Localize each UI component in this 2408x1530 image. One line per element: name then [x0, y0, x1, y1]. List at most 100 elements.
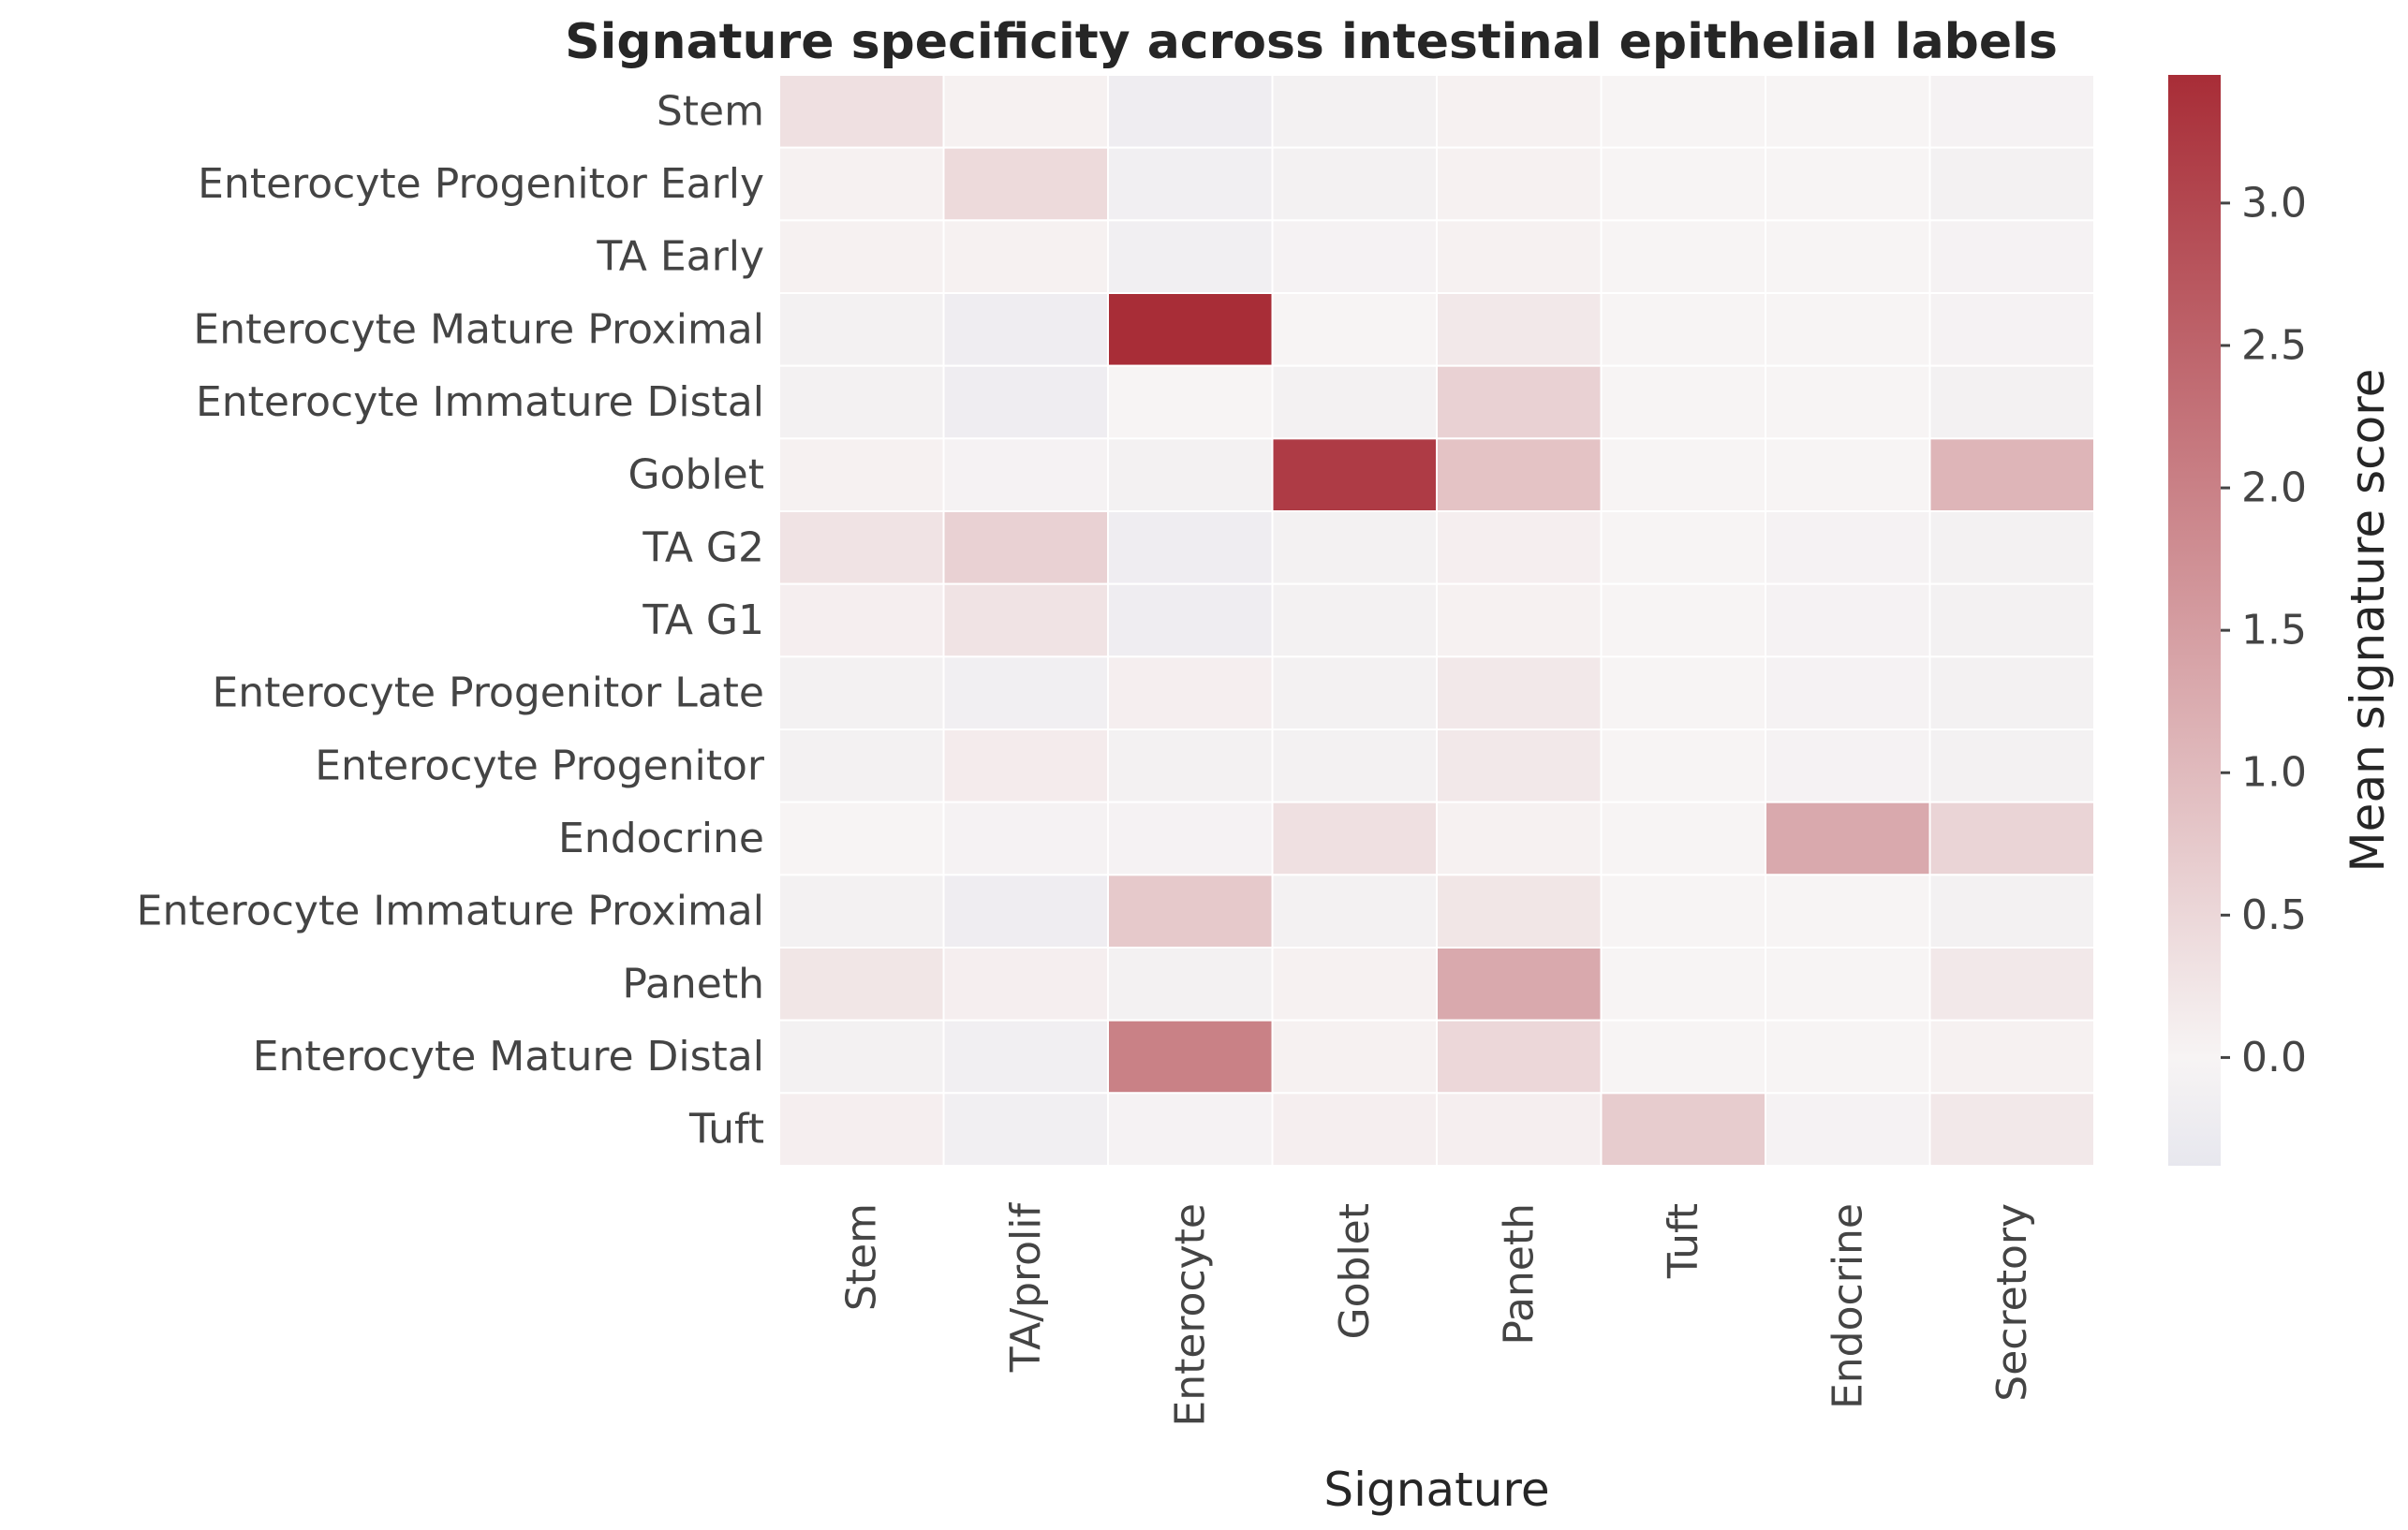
heatmap-cell — [1600, 437, 1766, 513]
heatmap-cell — [942, 655, 1109, 730]
y-tick-label: TA Early — [596, 233, 764, 281]
heatmap-cell — [1928, 947, 2095, 1022]
heatmap-cell — [1928, 655, 2095, 730]
y-tick-label: Enterocyte Mature Distal — [253, 1033, 764, 1081]
heatmap-cell — [1765, 1092, 1931, 1168]
colorbar-tick-label: 1.5 — [2241, 607, 2307, 655]
chart-title: Signature specificity across intestinal … — [565, 14, 2058, 70]
heatmap-cell — [942, 146, 1109, 222]
heatmap-cell — [1928, 437, 2095, 513]
heatmap-cell — [942, 1019, 1109, 1095]
heatmap-cell — [1765, 582, 1931, 658]
y-tick-label: Enterocyte Immature Distal — [196, 378, 764, 426]
heatmap-cell — [1928, 292, 2095, 367]
heatmap-cell — [1928, 1019, 2095, 1095]
heatmap-cell — [942, 74, 1109, 149]
heatmap-cell — [1600, 1092, 1766, 1168]
heatmap-cell — [1436, 582, 1603, 658]
heatmap-cell — [1600, 1019, 1766, 1095]
heatmap-cell — [1436, 437, 1603, 513]
heatmap-cell — [1271, 292, 1438, 367]
heatmap-cell — [1271, 1092, 1438, 1168]
heatmap-cell — [1600, 874, 1766, 949]
x-axis-label: Signature — [1323, 1463, 1549, 1517]
y-tick-label: TA G2 — [642, 523, 764, 571]
heatmap-cell — [1600, 728, 1766, 803]
x-tick-label: Goblet — [1331, 1203, 1379, 1340]
heatmap-cell — [1436, 292, 1603, 367]
y-tick-label: Enterocyte Progenitor Late — [212, 669, 764, 717]
y-tick-label: Stem — [657, 87, 764, 135]
heatmap-cell — [778, 655, 945, 730]
y-tick-label: Enterocyte Progenitor Early — [198, 160, 764, 208]
x-tick-label: Stem — [837, 1203, 885, 1311]
y-tick-label: Enterocyte Immature Proximal — [137, 888, 764, 935]
x-tick-label: TA/prolif — [1002, 1201, 1050, 1373]
heatmap-cell — [778, 1019, 945, 1095]
heatmap-cell — [778, 437, 945, 513]
heatmap-cell — [1107, 146, 1274, 222]
heatmap-cell — [1271, 146, 1438, 222]
heatmap-cell — [778, 292, 945, 367]
heatmap-cell — [778, 1092, 945, 1168]
heatmap-cell — [1107, 364, 1274, 440]
y-tick-label: Enterocyte Mature Proximal — [193, 305, 764, 353]
heatmap-cell — [1928, 510, 2095, 585]
heatmap-cell — [778, 364, 945, 440]
heatmap-cell — [1107, 1092, 1274, 1168]
heatmap-cell — [1107, 74, 1274, 149]
heatmap-cell — [942, 1092, 1109, 1168]
heatmap-cell — [1600, 510, 1766, 585]
heatmap-cell — [1107, 874, 1274, 949]
heatmap-cell — [1436, 146, 1603, 222]
heatmap-cell — [1436, 947, 1603, 1022]
heatmap-cell — [1765, 510, 1931, 585]
heatmap-cell — [1271, 74, 1438, 149]
heatmap-cell — [1436, 801, 1603, 876]
x-tick-label: Enterocyte — [1166, 1203, 1214, 1427]
heatmap-cell — [1107, 655, 1274, 730]
heatmap-cell — [1928, 1092, 2095, 1168]
heatmap-cell — [1765, 437, 1931, 513]
heatmap-cell — [1928, 219, 2095, 294]
heatmap-cell — [942, 874, 1109, 949]
colorbar-tick-label: 0.5 — [2241, 891, 2307, 939]
heatmap-cell — [1765, 947, 1931, 1022]
heatmap-cell — [1107, 582, 1274, 658]
heatmap-cell — [1928, 801, 2095, 876]
x-tick-label: Tuft — [1660, 1203, 1707, 1279]
heatmap-cell — [1436, 874, 1603, 949]
y-tick-labels: Stem Enterocyte Progenitor Early TA Early E… — [137, 87, 765, 1153]
colorbar-label: Mean signature score — [2341, 369, 2395, 873]
heatmap-cell — [1600, 292, 1766, 367]
heatmap-cell — [778, 219, 945, 294]
y-tick-label: Endocrine — [558, 815, 764, 862]
heatmap-cell — [1436, 74, 1603, 149]
heatmap-cell — [1271, 874, 1438, 949]
heatmap-cell — [1600, 655, 1766, 730]
x-tick-label: Paneth — [1495, 1203, 1543, 1346]
y-tick-label: Enterocyte Progenitor — [315, 742, 765, 789]
heatmap-cell — [1765, 801, 1931, 876]
heatmap-cell — [1765, 364, 1931, 440]
heatmap-cell — [1436, 510, 1603, 585]
heatmap-cell — [1107, 437, 1274, 513]
x-tick-labels: Stem TA/prolif Enterocyte Goblet Paneth Tuft E… — [837, 1201, 2036, 1426]
heatmap-cell — [942, 437, 1109, 513]
heatmap-cell — [778, 146, 945, 222]
heatmap-cell — [1928, 74, 2095, 149]
x-tick-label: Secretory — [1988, 1203, 2036, 1402]
heatmap-cell — [1271, 219, 1438, 294]
heatmap-cell — [1765, 1019, 1931, 1095]
heatmap-cell — [1436, 655, 1603, 730]
heatmap-cell — [1436, 1019, 1603, 1095]
colorbar-tick-label: 2.5 — [2241, 321, 2307, 369]
heatmap-cell — [1765, 874, 1931, 949]
heatmap-cell — [1107, 1019, 1274, 1095]
colorbar-ticks: 0.0 0.5 1.0 1.5 2.0 2.5 3.0 — [2221, 179, 2307, 1081]
heatmap-cell — [1928, 582, 2095, 658]
heatmap-cell — [942, 510, 1109, 585]
x-tick-label: Endocrine — [1824, 1203, 1871, 1409]
heatmap-cell — [1765, 219, 1931, 294]
heatmap-cell — [1271, 801, 1438, 876]
